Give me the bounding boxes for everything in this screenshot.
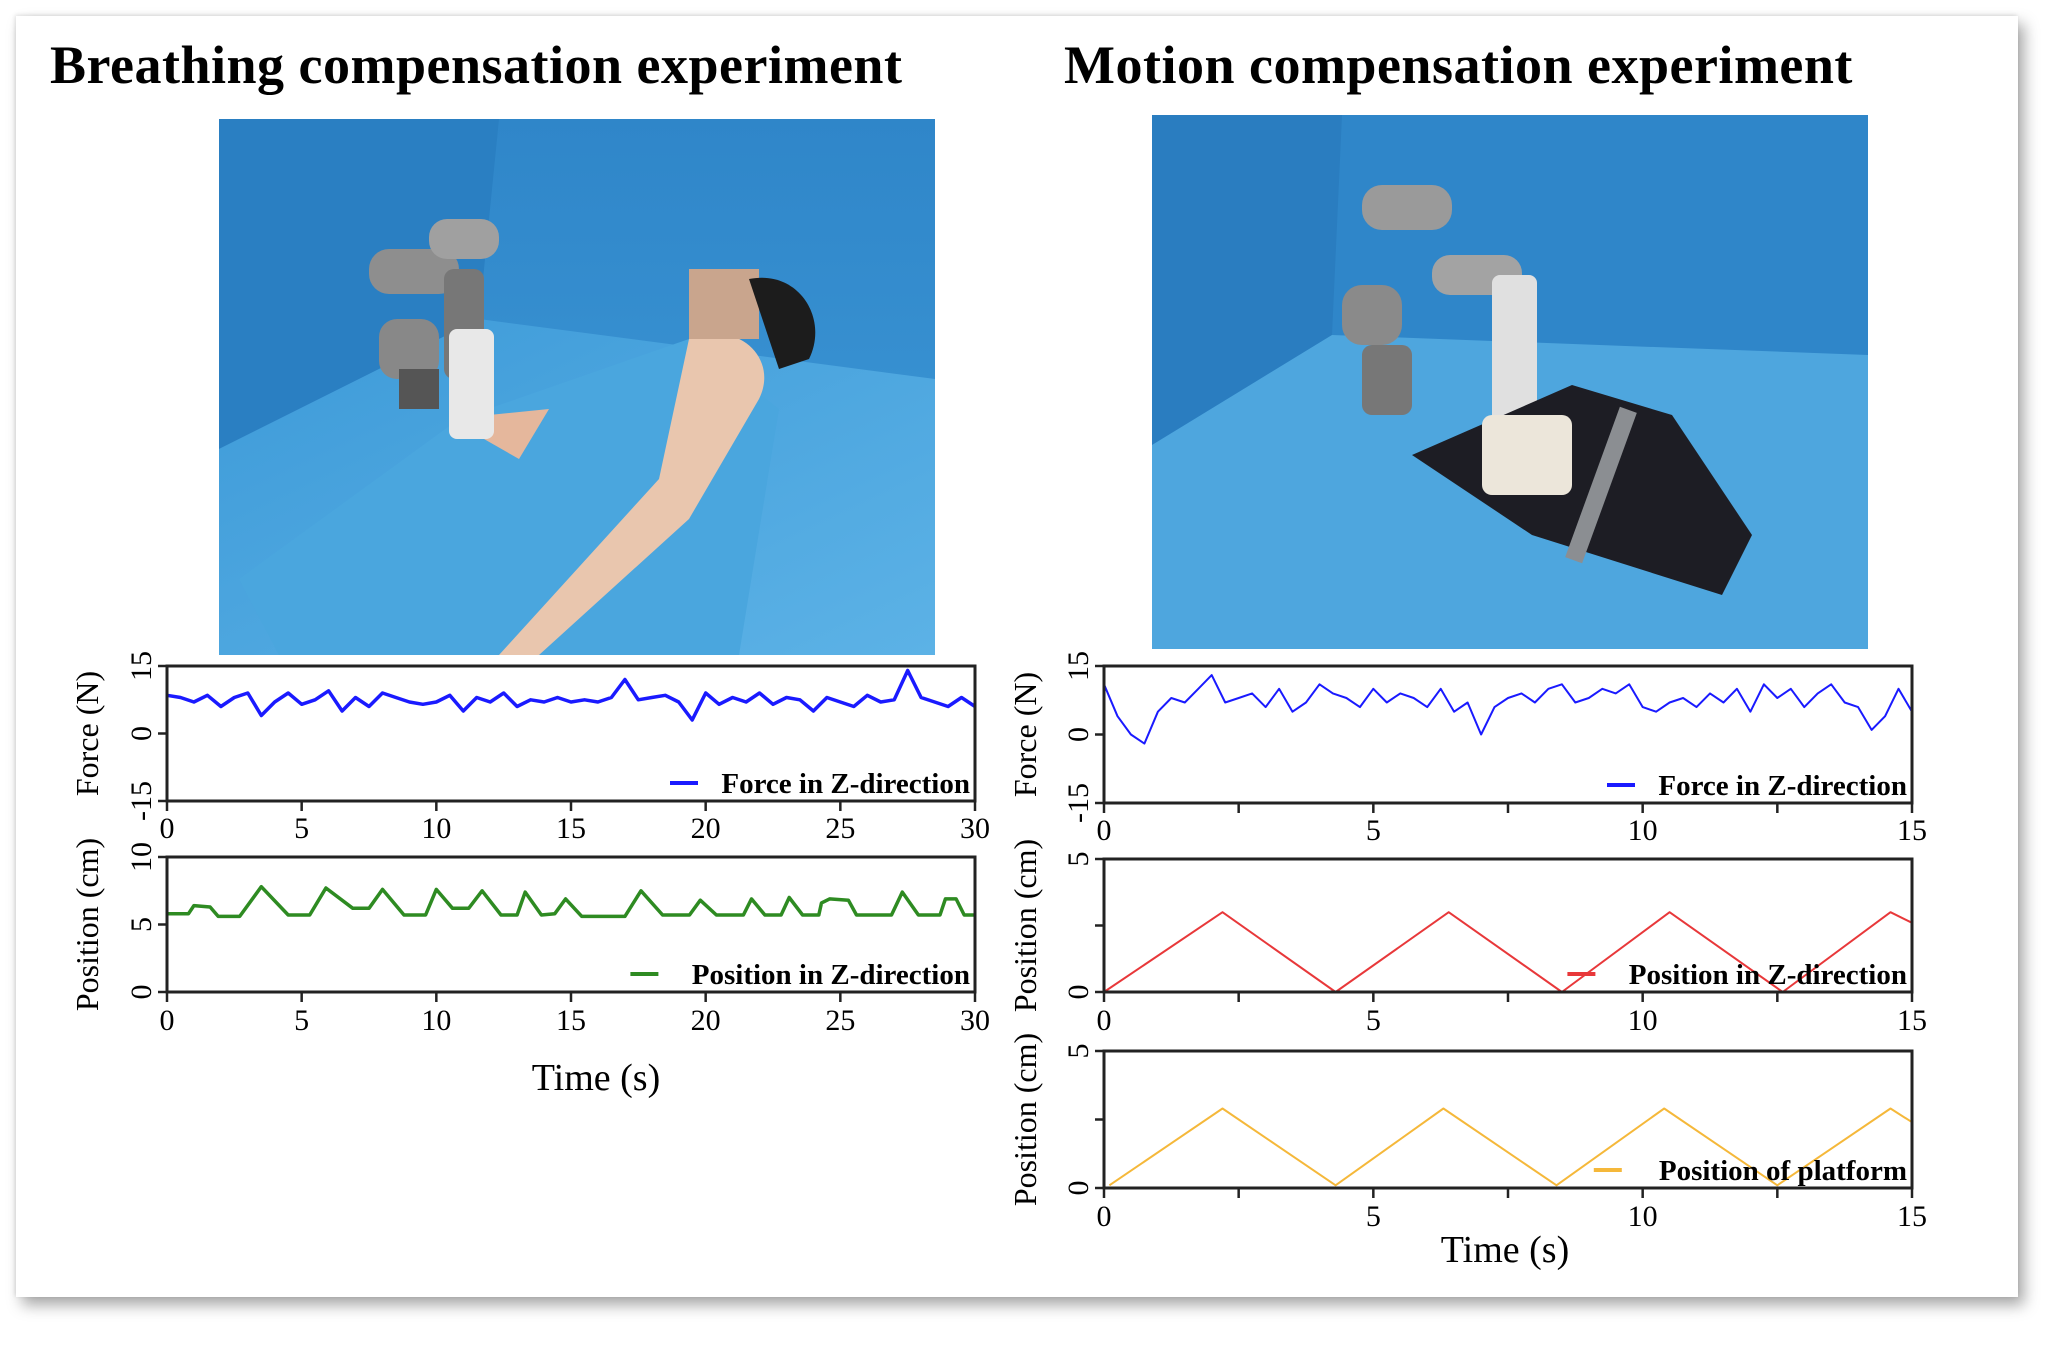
- x-tick-label: 5: [1366, 1200, 1381, 1233]
- y-tick-label: 0: [1062, 985, 1095, 1000]
- series-line: [167, 884, 975, 919]
- chart-breathing-position: 0 5 10 15 20 25 30 0 5 10 Position (cm) Position in…: [69, 838, 990, 1099]
- motion-experiment-photo: [1152, 115, 1868, 649]
- y-tick-label: 5: [125, 917, 158, 932]
- y-axis-label: Position (cm): [1007, 839, 1043, 1012]
- x-tick-label: 15: [556, 1004, 586, 1037]
- y-tick-label: 15: [125, 651, 158, 681]
- x-tick-label: 15: [1897, 814, 1927, 847]
- y-tick-label: 0: [125, 726, 158, 741]
- x-tick-label: 10: [421, 812, 451, 845]
- chart-platform-position: 0 5 10 15 0 5 Position (cm) Position of platfor…: [1007, 1033, 1927, 1271]
- x-axis-label: Time (s): [532, 1057, 660, 1099]
- robot-arm-illustration: [1342, 185, 1537, 425]
- x-tick-label: 0: [1097, 814, 1112, 847]
- x-tick-label: 0: [160, 1004, 175, 1037]
- x-tick-label: 0: [1097, 1004, 1112, 1037]
- x-tick-label: 5: [1366, 814, 1381, 847]
- y-axis-label: Position (cm): [69, 838, 105, 1011]
- y-axis-label: Force (N): [1007, 672, 1043, 797]
- y-tick-label: 0: [125, 985, 158, 1000]
- x-tick-label: 10: [421, 1004, 451, 1037]
- legend-label: Force in Z-direction: [1658, 770, 1907, 802]
- y-axis-label: Position (cm): [1007, 1033, 1043, 1206]
- x-tick-label: 20: [691, 1004, 721, 1037]
- series-line: [1108, 1107, 1913, 1187]
- robot-arm-illustration: [369, 219, 499, 439]
- x-tick-label: 5: [1366, 1004, 1381, 1037]
- x-tick-label: 0: [1097, 1200, 1112, 1233]
- x-tick-label: 25: [825, 1004, 855, 1037]
- x-tick-label: 10: [1628, 814, 1658, 847]
- series-line: [166, 668, 976, 722]
- legend-label: Position in Z-direction: [1629, 959, 1907, 991]
- motion-experiment-title: Motion compensation experiment: [1064, 35, 1853, 95]
- breathing-experiment-photo: [219, 119, 935, 655]
- y-tick-label: 15: [1062, 651, 1095, 681]
- x-tick-label: 30: [960, 1004, 990, 1037]
- y-tick-label: 5: [1062, 1044, 1095, 1059]
- chart-motion-position: 0 5 10 15 0 5 Position (cm) Position in Z-direc…: [1007, 839, 1927, 1037]
- x-tick-label: 0: [160, 812, 175, 845]
- legend-label: Force in Z-direction: [721, 768, 970, 800]
- x-tick-label: 15: [556, 812, 586, 845]
- x-tick-label: 10: [1628, 1004, 1658, 1037]
- motion-platform-illustration: [1412, 385, 1752, 595]
- x-tick-label: 15: [1897, 1200, 1927, 1233]
- y-tick-label: -15: [125, 781, 158, 821]
- y-tick-label: 0: [1062, 727, 1095, 742]
- x-tick-label: 5: [294, 812, 309, 845]
- legend-label: Position in Z-direction: [692, 959, 970, 991]
- x-axis-label: Time (s): [1441, 1229, 1569, 1271]
- x-tick-label: 10: [1628, 1200, 1658, 1233]
- x-tick-label: 25: [825, 812, 855, 845]
- x-tick-label: 20: [691, 812, 721, 845]
- y-tick-label: 5: [1062, 852, 1095, 867]
- legend-label: Position of platform: [1659, 1155, 1907, 1187]
- y-tick-label: 0: [1062, 1181, 1095, 1196]
- breathing-experiment-title: Breathing compensation experiment: [50, 35, 903, 95]
- y-tick-label: 10: [125, 842, 158, 872]
- series-line: [1103, 674, 1913, 745]
- y-tick-label: -15: [1062, 783, 1095, 823]
- y-axis-label: Force (N): [69, 671, 105, 796]
- x-tick-label: 5: [294, 1004, 309, 1037]
- x-tick-label: 15: [1897, 1004, 1927, 1037]
- x-tick-label: 30: [960, 812, 990, 845]
